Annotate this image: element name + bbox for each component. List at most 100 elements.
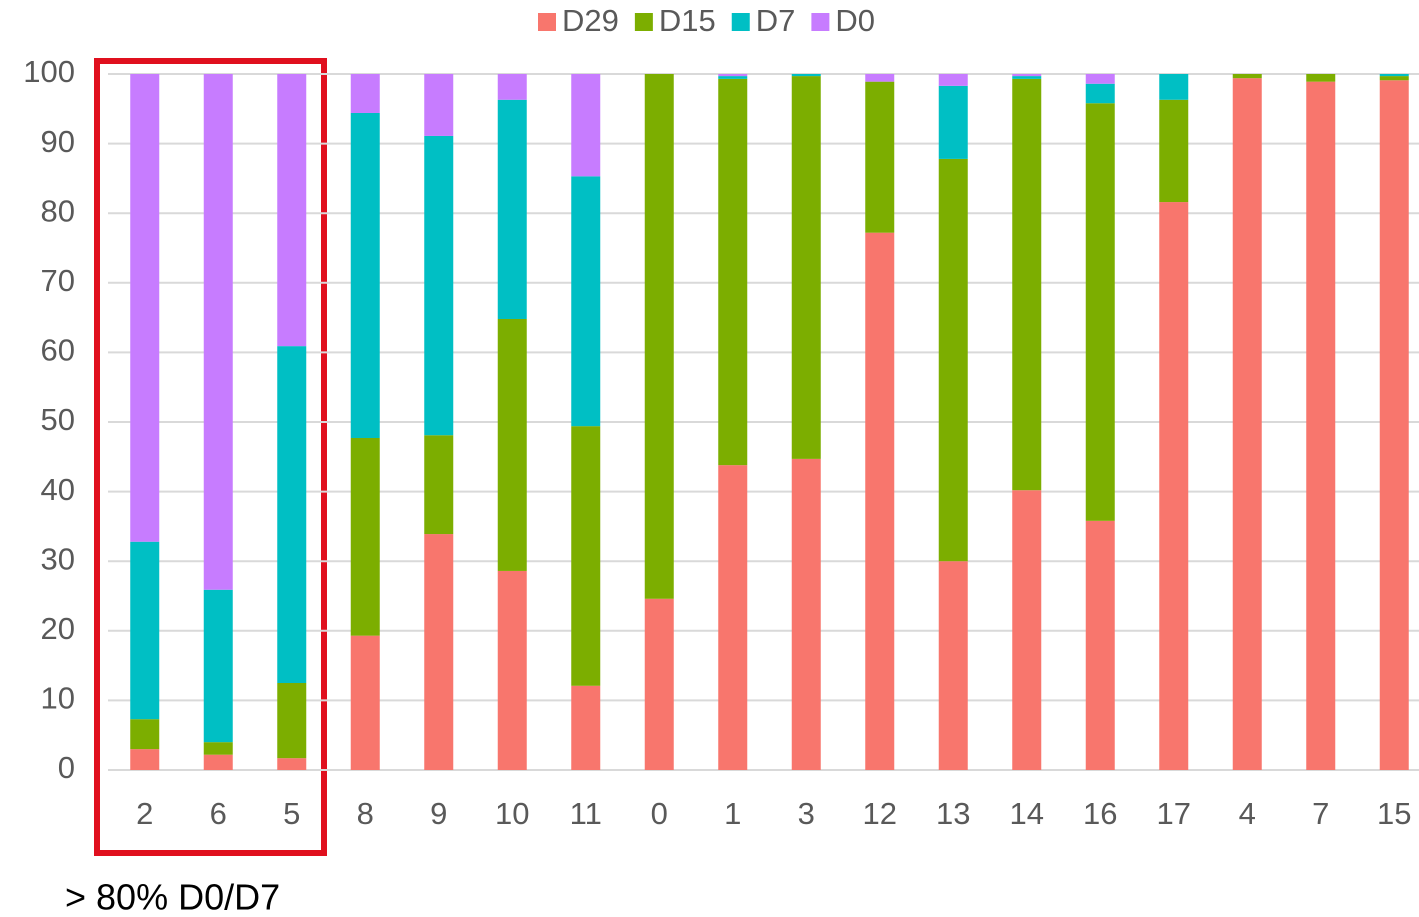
x-tick-label: 2 (136, 796, 153, 831)
bar-segment (1379, 80, 1409, 771)
bar-segment (791, 76, 821, 459)
legend-swatch (538, 13, 556, 31)
bar-segment (130, 719, 160, 750)
bar-segment (1306, 74, 1336, 82)
bar-segment (1012, 490, 1042, 770)
x-tick-label: 17 (1157, 796, 1191, 831)
bar-segment (350, 635, 380, 770)
y-tick-label: 100 (23, 54, 75, 89)
x-tick-label: 3 (798, 796, 815, 831)
bar-segment (938, 74, 968, 86)
bar-segment (865, 81, 895, 233)
x-tick-label: 4 (1239, 796, 1256, 831)
bar-segment (1159, 202, 1189, 771)
bar-segment (718, 78, 748, 466)
bar-segment (571, 426, 601, 686)
x-tick-label: 11 (570, 796, 602, 831)
bar-segment (1159, 99, 1189, 203)
legend-swatch (731, 13, 750, 31)
bar-segment (938, 85, 968, 159)
y-tick-label: 20 (41, 611, 75, 646)
bar-segment (350, 112, 380, 439)
bar-segment (644, 74, 674, 599)
bar-segment (497, 570, 527, 770)
y-tick-label: 80 (41, 193, 75, 228)
bar-segment (791, 74, 821, 77)
bar-segment (1085, 74, 1115, 84)
legend-label: D29 (562, 3, 619, 38)
legend-swatch (634, 13, 653, 31)
bar-segment (424, 534, 454, 770)
x-tick-label: 7 (1312, 796, 1329, 831)
bar-segment (1012, 76, 1042, 79)
x-tick-label: 16 (1083, 796, 1117, 831)
bar-segment (1306, 81, 1336, 770)
x-tick-label: 0 (651, 796, 668, 831)
y-tick-label: 60 (41, 333, 75, 368)
x-tick-label: 10 (495, 796, 529, 831)
bar-segment (1379, 76, 1409, 81)
bar-segment (203, 589, 233, 743)
bar-segment (1085, 103, 1115, 521)
bar-segment (277, 346, 307, 683)
bar-segment (1232, 74, 1262, 79)
bar-segment (718, 74, 748, 77)
bar-segment (938, 561, 968, 770)
bar-segment (1085, 520, 1115, 770)
bar-segment (203, 74, 233, 590)
x-tick-label: 5 (283, 796, 300, 831)
bar-segment (571, 176, 601, 427)
bar-segment (350, 438, 380, 636)
x-tick-label: 12 (863, 796, 897, 831)
bar-segment (1012, 78, 1042, 491)
y-tick-label: 50 (41, 402, 75, 437)
bar-segment (1232, 78, 1262, 770)
legend-label: D0 (835, 3, 875, 38)
bar-segment (938, 158, 968, 562)
y-tick-label: 40 (41, 472, 75, 507)
bar-segment (865, 232, 895, 771)
x-tick-label: 9 (430, 796, 447, 831)
bar-segment (1379, 74, 1409, 77)
y-tick-label: 10 (41, 681, 75, 716)
bar-segment (130, 541, 160, 720)
x-tick-label: 8 (357, 796, 374, 831)
bar-segment (277, 683, 307, 759)
bar-segment (203, 754, 233, 770)
bar-segment (1085, 83, 1115, 104)
x-tick-label: 15 (1377, 796, 1411, 831)
bar-segment (718, 465, 748, 770)
y-tick-label: 90 (41, 124, 75, 159)
annotation: > 80% D0/D7 (65, 877, 280, 917)
bar-segment (1159, 74, 1189, 100)
bar-segment (277, 74, 307, 347)
y-tick-label: 30 (41, 541, 75, 576)
bar-segment (130, 749, 160, 770)
bar-segment (424, 435, 454, 535)
x-tick-label: 14 (1010, 796, 1044, 831)
bar-segment (791, 458, 821, 770)
bar-segment (203, 742, 233, 755)
bar-segment (865, 74, 895, 82)
x-tick-label: 6 (210, 796, 227, 831)
bar-segment (571, 74, 601, 177)
bar-segment (497, 318, 527, 571)
bar-segment (1012, 74, 1042, 77)
bar-segment (424, 74, 454, 136)
bar-segment (718, 76, 748, 79)
bar-segment (571, 685, 601, 770)
legend-label: D7 (756, 3, 796, 38)
bar-segment (350, 74, 380, 113)
bar-segment (497, 74, 527, 100)
x-tick-label: 13 (936, 796, 970, 831)
bar-segment (277, 758, 307, 770)
bar-segment (130, 74, 160, 542)
bar-segment (424, 135, 454, 436)
x-tick-label: 1 (724, 796, 741, 831)
highlight-box (94, 58, 327, 856)
y-tick-label: 0 (58, 750, 75, 785)
bar-segment (644, 598, 674, 770)
legend-swatch (811, 13, 830, 31)
y-tick-label: 70 (41, 263, 75, 298)
bar-segment (497, 99, 527, 319)
